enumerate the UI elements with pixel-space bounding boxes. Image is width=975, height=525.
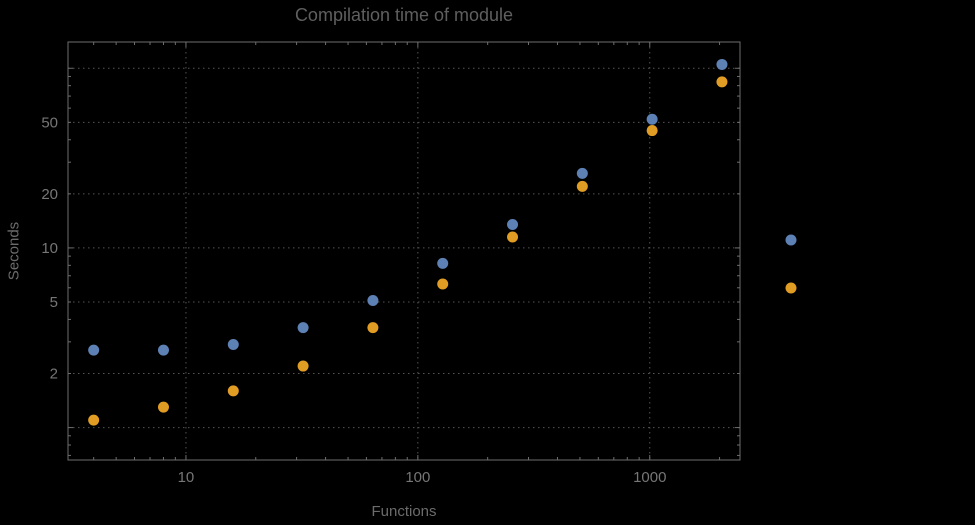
data-point-series-2-orange (716, 76, 728, 88)
x-tick-label: 100 (405, 469, 430, 486)
data-point-series-1-blue (88, 344, 100, 356)
x-tick-label: 1000 (633, 469, 666, 486)
x-tick-label: 10 (178, 469, 195, 486)
legend-marker-series-1-blue (785, 234, 797, 246)
data-point-series-1-blue (716, 58, 728, 70)
legend-marker-series-2-orange (785, 282, 797, 294)
data-point-series-2-orange (297, 360, 309, 372)
data-point-series-2-orange (227, 385, 239, 397)
data-point-series-1-blue (507, 219, 519, 231)
data-point-series-1-blue (437, 257, 449, 269)
data-point-series-1-blue (297, 322, 309, 334)
chart-title: Compilation time of module (294, 5, 514, 25)
data-point-series-2-orange (437, 278, 449, 290)
data-point-series-1-blue (157, 344, 169, 356)
y-tick-label: 50 (41, 114, 58, 131)
data-point-series-2-orange (646, 125, 658, 137)
data-point-series-1-blue (646, 113, 658, 125)
y-tick-label: 2 (50, 365, 58, 382)
plot-frame (67, 41, 741, 461)
data-point-series-2-orange (367, 322, 379, 334)
y-tick-label: 20 (41, 186, 58, 203)
data-point-series-2-orange (157, 401, 169, 413)
data-point-series-2-orange (507, 231, 519, 243)
y-tick-label: 10 (41, 240, 58, 257)
data-point-series-2-orange (576, 180, 588, 192)
x-axis-label: Functions (371, 503, 437, 520)
data-point-series-2-orange (88, 414, 100, 426)
data-point-series-1-blue (227, 339, 239, 351)
y-tick-label: 5 (50, 294, 58, 311)
data-point-series-1-blue (576, 167, 588, 179)
data-point-series-1-blue (367, 294, 379, 306)
